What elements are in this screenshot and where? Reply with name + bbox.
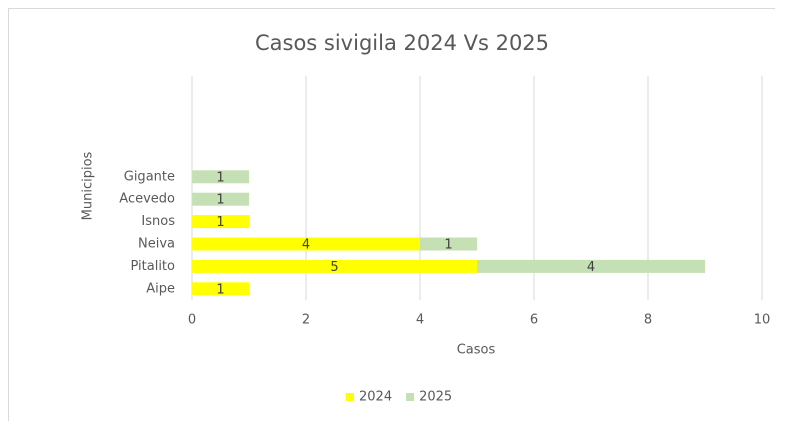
bar <box>420 237 477 251</box>
chart-title: Casos sivigila 2024 Vs 2025 <box>255 31 549 55</box>
bar <box>477 259 705 273</box>
y-tick-label: Aipe <box>146 281 175 296</box>
x-tick-label: 2 <box>302 313 310 328</box>
data-label: 1 <box>216 170 224 185</box>
bar <box>192 282 249 296</box>
bar <box>192 170 249 184</box>
y-tick-label: Gigante <box>124 169 175 184</box>
legend-label: 2024 <box>359 390 392 405</box>
bar <box>192 237 420 251</box>
legend-label: 2025 <box>419 390 452 405</box>
data-label: 1 <box>444 238 452 253</box>
y-tick-label: Neiva <box>138 237 175 252</box>
x-tick-label: 8 <box>644 313 652 328</box>
y-tick-label: Pitalito <box>130 259 175 274</box>
x-tick-label: 0 <box>188 313 196 328</box>
legend-swatch <box>406 393 415 401</box>
data-label: 1 <box>216 282 224 297</box>
data-label: 4 <box>587 260 595 275</box>
y-tick-label: Acevedo <box>119 192 175 207</box>
y-tick-label: Isnos <box>141 214 175 229</box>
legend-swatch <box>346 393 354 401</box>
y-axis-title: Municipios <box>81 151 96 220</box>
data-label: 4 <box>302 238 310 253</box>
data-label: 5 <box>330 260 338 275</box>
bar <box>192 259 477 273</box>
chart-frame <box>8 8 775 421</box>
x-tick-label: 6 <box>530 313 538 328</box>
bar <box>192 215 249 229</box>
x-axis-title: Casos <box>457 343 496 358</box>
x-tick-label: 4 <box>416 313 424 328</box>
x-tick-label: 10 <box>754 313 771 328</box>
data-label: 1 <box>216 193 224 208</box>
data-label: 1 <box>216 215 224 230</box>
bar <box>192 192 249 206</box>
